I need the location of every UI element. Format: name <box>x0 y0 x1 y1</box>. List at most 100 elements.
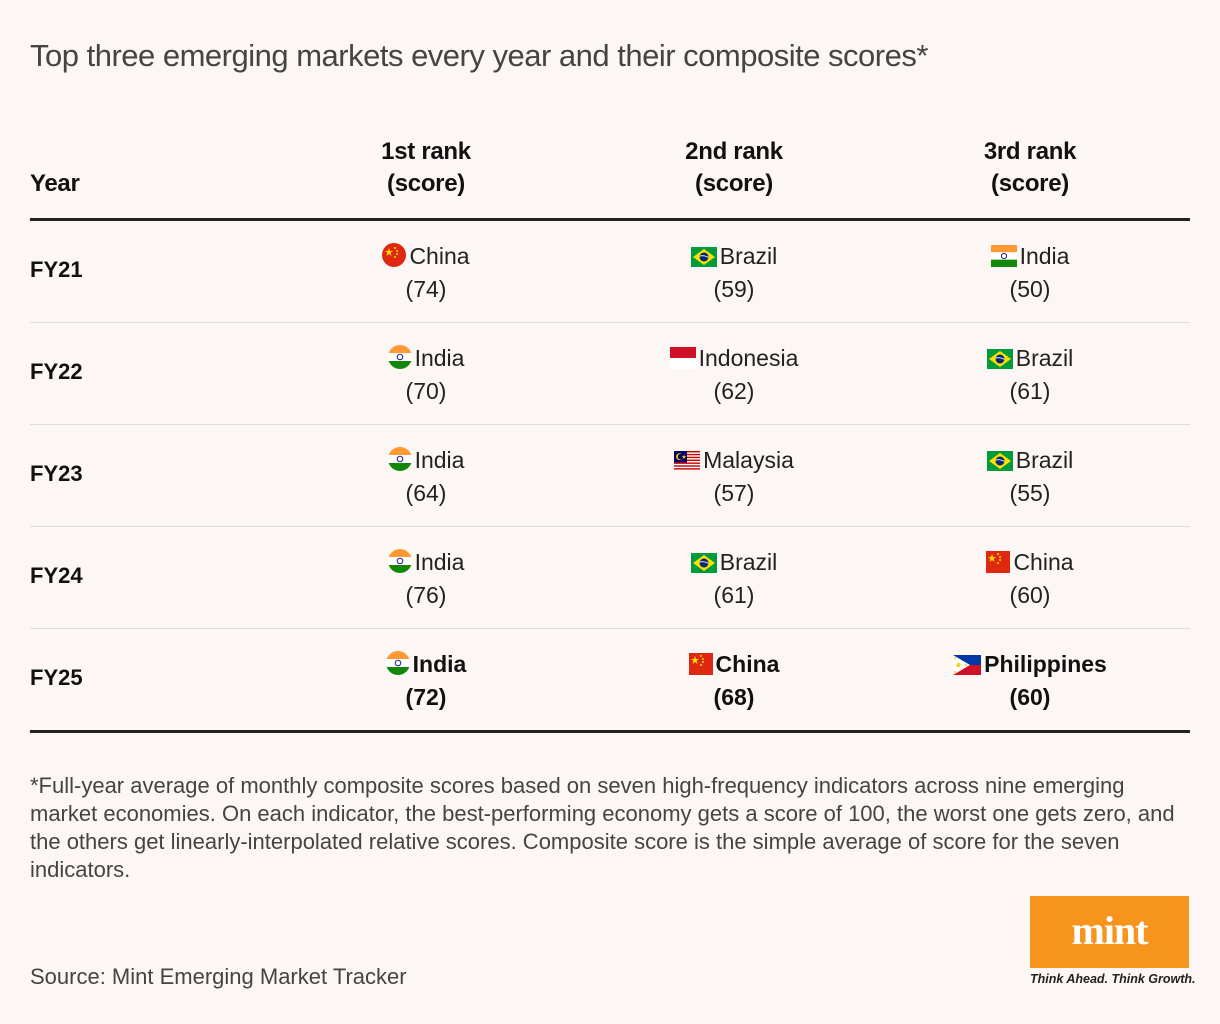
rankings-table: Year 1st rank (score) 2nd rank (score) 3… <box>30 136 1190 733</box>
score-value: (60) <box>1009 684 1051 710</box>
table-row: FY25 India (72) China (68) Philippines (60) <box>30 629 1190 733</box>
year-cell: FY23 <box>30 461 83 486</box>
table-row: FY23 India (64) Malaysia (57) Brazil (55) <box>30 425 1190 527</box>
score-value: (64) <box>405 480 447 506</box>
country-name: India <box>414 447 465 473</box>
score-value: (61) <box>1009 378 1051 404</box>
country-name: Indonesia <box>698 345 799 371</box>
rank-2-cell: Malaysia (57) <box>604 445 864 508</box>
rank-3-cell: India (50) <box>900 241 1160 304</box>
malaysia-flag-icon <box>674 448 701 478</box>
india-flag-icon <box>385 651 410 682</box>
score-value: (68) <box>713 684 755 710</box>
rank-2-cell: Brazil (59) <box>604 241 864 304</box>
brazil-flag-icon <box>986 346 1013 376</box>
india-flag-icon <box>990 244 1017 274</box>
country-name: India <box>1019 243 1070 269</box>
country-name: Malaysia <box>703 447 794 473</box>
brazil-flag-icon <box>986 448 1013 478</box>
rank-2-cell: Brazil (61) <box>604 547 864 610</box>
country-line: Philippines <box>900 649 1160 682</box>
score-value: (61) <box>713 582 755 608</box>
country-line: China <box>604 649 864 682</box>
score-value: (50) <box>1009 276 1051 302</box>
rank-2-cell: Indonesia (62) <box>604 343 864 406</box>
table-row: FY21 China (74) Brazil (59) India (50) <box>30 221 1190 323</box>
india-flag-icon <box>387 345 412 376</box>
india-flag-icon <box>387 447 412 478</box>
country-name: India <box>414 549 465 575</box>
brazil-flag-icon <box>690 550 717 580</box>
country-name: China <box>1013 549 1074 575</box>
rank-1-cell: China (74) <box>296 241 556 304</box>
country-name: Brazil <box>1015 447 1074 473</box>
brazil-flag-icon <box>690 244 717 274</box>
score-value: (74) <box>405 276 447 302</box>
country-line: India <box>900 241 1160 274</box>
country-line: China <box>900 547 1160 580</box>
china-flag-icon <box>688 652 713 682</box>
score-value: (62) <box>713 378 755 404</box>
year-cell: FY25 <box>30 665 83 690</box>
rank-3-cell: China (60) <box>900 547 1160 610</box>
rank-2-cell: China (68) <box>604 649 864 712</box>
country-line: Brazil <box>604 241 864 274</box>
score-value: (76) <box>405 582 447 608</box>
score-value: (60) <box>1009 582 1051 608</box>
footnote: *Full-year average of monthly composite … <box>30 773 1175 882</box>
score-value: (59) <box>713 276 755 302</box>
header-1st-rank: 1st rank (score) <box>326 136 526 200</box>
header-2nd-rank: 2nd rank (score) <box>634 136 834 200</box>
header-year: Year <box>30 170 80 197</box>
country-line: Brazil <box>900 445 1160 478</box>
logo-tagline: Think Ahead. Think Growth. <box>1030 972 1196 986</box>
header-1st-rank-sub: (score) <box>387 170 465 197</box>
country-line: India <box>296 445 556 478</box>
score-value: (57) <box>713 480 755 506</box>
country-line: Malaysia <box>604 445 864 478</box>
score-value: (70) <box>405 378 447 404</box>
india-flag-icon <box>387 549 412 580</box>
header-2nd-rank-label: 2nd rank <box>685 138 783 165</box>
mint-logo: mint <box>1030 896 1189 968</box>
country-name: India <box>414 345 465 371</box>
country-line: Brazil <box>604 547 864 580</box>
chart-title: Top three emerging markets every year an… <box>30 38 928 73</box>
country-line: India <box>296 649 556 682</box>
year-cell: FY22 <box>30 359 83 384</box>
table-row: FY22 India (70) Indonesia (62) Brazil (61) <box>30 323 1190 425</box>
header-3rd-rank-sub: (score) <box>991 170 1069 197</box>
rank-1-cell: India (70) <box>296 343 556 406</box>
philippines-flag-icon <box>953 652 982 682</box>
header-1st-rank-label: 1st rank <box>381 138 471 165</box>
rank-3-cell: Brazil (55) <box>900 445 1160 508</box>
header-2nd-rank-sub: (score) <box>695 170 773 197</box>
country-name: India <box>412 651 467 677</box>
country-name: Brazil <box>1015 345 1074 371</box>
rank-3-cell: Brazil (61) <box>900 343 1160 406</box>
country-name: Brazil <box>719 243 778 269</box>
table-body: FY21 China (74) Brazil (59) India (50) FY22 Indi… <box>30 221 1190 733</box>
year-cell: FY24 <box>30 563 83 588</box>
country-line: India <box>296 343 556 376</box>
country-line: Indonesia <box>604 343 864 376</box>
indonesia-flag-icon <box>669 346 696 376</box>
rank-1-cell: India (76) <box>296 547 556 610</box>
score-value: (55) <box>1009 480 1051 506</box>
source-note: Source: Mint Emerging Market Tracker <box>30 964 407 989</box>
country-name: Brazil <box>719 549 778 575</box>
header-3rd-rank-label: 3rd rank <box>983 138 1077 165</box>
header-3rd-rank: 3rd rank (score) <box>930 136 1130 200</box>
country-name: China <box>715 651 780 677</box>
china-flag-icon <box>986 550 1011 580</box>
rank-1-cell: India (72) <box>296 649 556 712</box>
country-name: China <box>409 243 470 269</box>
country-line: Brazil <box>900 343 1160 376</box>
country-line: India <box>296 547 556 580</box>
rank-1-cell: India (64) <box>296 445 556 508</box>
year-cell: FY21 <box>30 257 83 282</box>
score-value: (72) <box>405 684 447 710</box>
table-header: Year 1st rank (score) 2nd rank (score) 3… <box>30 136 1190 221</box>
rank-3-cell: Philippines (60) <box>900 649 1160 712</box>
country-line: China <box>296 241 556 274</box>
